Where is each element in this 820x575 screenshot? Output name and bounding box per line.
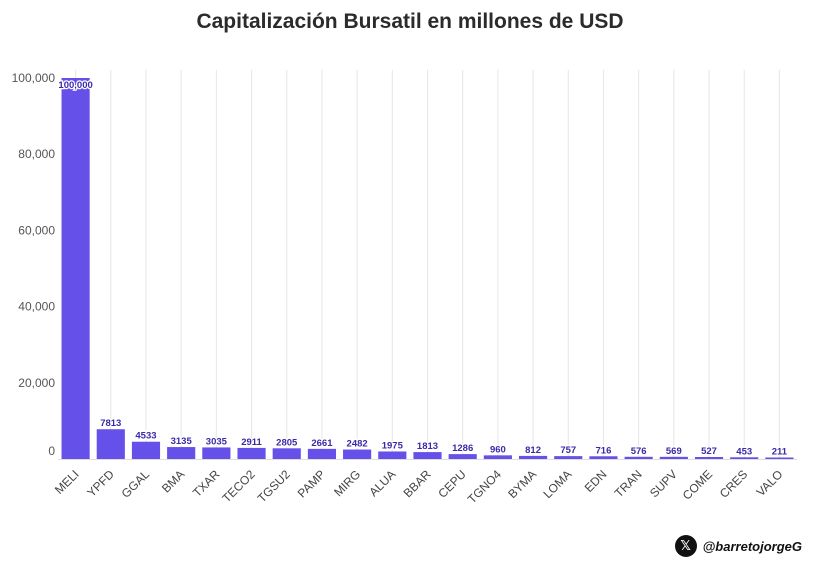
bar-ggal: [131, 441, 161, 459]
data-label: 960: [490, 444, 506, 455]
y-tick-label: 60,000: [18, 223, 55, 237]
bar-pamp: [307, 448, 337, 459]
data-label: 2805: [276, 437, 298, 448]
x-tick-label: YPFD: [84, 467, 117, 500]
x-tick-label: MIRG: [331, 467, 363, 499]
bar-cepu: [448, 454, 477, 459]
data-label: 1286: [452, 443, 473, 454]
data-label: 2482: [347, 439, 368, 450]
x-tick-label: TGNO4: [465, 467, 504, 506]
x-tick-label: TECO2: [219, 467, 257, 505]
bar-tgno4: [483, 455, 512, 459]
y-tick-label: 100,000: [12, 71, 56, 85]
x-tick-label: PAMP: [295, 467, 328, 500]
data-label: 527: [701, 446, 717, 457]
bar-edn: [589, 456, 618, 459]
data-label: 2661: [311, 438, 333, 449]
author-handle: @barretojorgeG: [702, 538, 802, 554]
bar-ypfd: [96, 429, 125, 459]
chart-title: Capitalización Bursatil en millones de U…: [196, 10, 624, 33]
data-label: 1813: [417, 441, 438, 452]
data-label: 569: [666, 446, 682, 457]
x-tick-label: BYMA: [505, 467, 539, 501]
x-tick-label: BBAR: [401, 467, 434, 500]
bar-come: [694, 456, 724, 459]
data-label: 757: [560, 445, 576, 456]
x-tick-label: MELI: [52, 467, 82, 497]
y-tick-label: 80,000: [18, 147, 55, 161]
data-label: 453: [736, 446, 752, 457]
bar-alua: [378, 451, 407, 459]
x-tick-label: TXAR: [190, 467, 223, 500]
bar-byma: [518, 455, 548, 459]
x-tick-label: TGSU2: [255, 467, 293, 505]
bar-txar: [202, 447, 231, 459]
data-labels: 100,000 7813 4533 3135 3035 2911 2805 2661 2482 1…: [57, 79, 789, 459]
bar-tgsu2: [272, 448, 301, 459]
bar-teco2: [237, 447, 266, 459]
bar-tran: [624, 456, 653, 459]
data-label: 4533: [135, 431, 156, 442]
bar-mirg: [343, 449, 372, 459]
data-label: 576: [631, 446, 647, 457]
data-label: 3135: [171, 436, 193, 447]
bar-supv: [659, 456, 688, 459]
x-tick-label: COME: [680, 467, 715, 502]
y-tick-label: 0: [48, 444, 55, 458]
bar-loma: [554, 456, 583, 459]
data-label: 211: [772, 447, 788, 458]
data-label: 100,000: [58, 80, 92, 91]
x-tick-label: LOMA: [540, 467, 574, 501]
x-tick-label: EDN: [582, 467, 610, 495]
data-label: 3035: [206, 436, 228, 447]
bar-bbar: [413, 452, 442, 459]
y-tick-label: 20,000: [18, 376, 55, 390]
y-axis-ticks: 0 20,000 40,000 60,000 80,000 100,000: [12, 71, 56, 458]
x-tick-label: CEPU: [435, 467, 468, 500]
x-tick-label: BMA: [159, 467, 187, 495]
data-label: 2911: [241, 437, 262, 448]
x-logo-icon: 𝕏: [674, 535, 697, 557]
data-label: 1975: [382, 440, 404, 451]
data-label: 812: [525, 445, 541, 456]
x-tick-label: SUPV: [647, 467, 680, 500]
data-label: 716: [596, 445, 612, 456]
x-tick-label: CRES: [717, 467, 750, 500]
x-tick-label: GGAL: [119, 467, 153, 501]
x-tick-label: TRAN: [612, 467, 645, 500]
bar-meli: [61, 78, 90, 459]
bars: [61, 78, 794, 459]
bar-cres: [730, 457, 759, 459]
x-tick-label: VALO: [754, 467, 786, 499]
author-credit: 𝕏 @barretojorgeG: [674, 535, 802, 557]
x-tick-label: ALUA: [366, 467, 398, 499]
bar-valo: [765, 457, 794, 459]
grid-lines: [58, 70, 797, 460]
data-label: 7813: [100, 418, 121, 429]
y-tick-label: 40,000: [18, 300, 55, 314]
bar-bma: [167, 447, 196, 459]
